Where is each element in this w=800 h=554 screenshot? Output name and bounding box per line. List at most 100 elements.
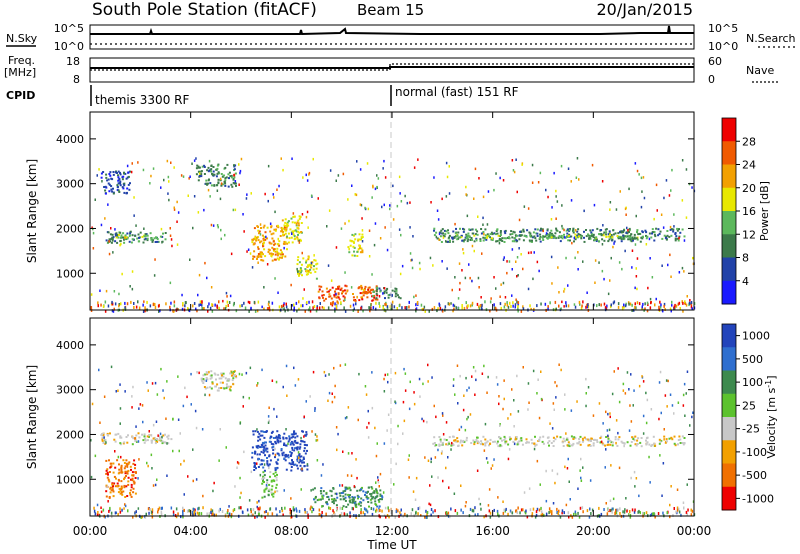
velocity-ground-cell: [430, 508, 433, 511]
velocity-ground-cell: [606, 512, 609, 516]
power-ground-cell: [574, 305, 577, 309]
velocity-ground-cell: [446, 512, 448, 516]
power-scatter-cell: [277, 291, 279, 294]
power-ground-cell: [512, 301, 514, 305]
velocity-region-cell: [332, 498, 335, 501]
power-region-cell: [624, 235, 627, 238]
power-ground-cell: [479, 304, 482, 308]
power-region-cell: [512, 230, 515, 233]
power-ground-cell: [582, 300, 584, 304]
power-region-cell: [490, 238, 493, 241]
power-region-cell: [627, 238, 630, 241]
velocity-region-cell: [344, 499, 347, 502]
velocity-scatter-cell: [646, 398, 649, 402]
velocity-ground-cell: [540, 506, 542, 510]
velocity-region-cell: [134, 467, 136, 470]
power-ground-cell: [688, 301, 691, 305]
power-region-cell: [273, 258, 276, 261]
power-region-cell: [210, 168, 213, 171]
power-region-cell: [305, 261, 307, 264]
power-ground-cell: [408, 300, 410, 304]
velocity-ground-cell: [558, 509, 560, 513]
power-region-cell: [138, 236, 140, 239]
velocity-region-cell: [123, 486, 126, 489]
velocity-ground-cell: [334, 513, 336, 517]
velocity-region-cell: [257, 435, 260, 438]
velocity-scatter-cell: [154, 483, 157, 487]
velocity-ground-cell: [111, 515, 113, 519]
velocity-region-cell: [262, 459, 265, 462]
velocity-region-cell: [264, 454, 266, 457]
velocity-ground-cell: [680, 513, 682, 517]
velocity-scatter-cell: [309, 395, 311, 398]
power-scatter-cell: [653, 217, 655, 221]
power-region-cell: [318, 288, 321, 291]
velocity-region-cell: [550, 442, 553, 444]
power-scatter-cell: [660, 213, 663, 216]
velocity-ground-cell: [548, 507, 551, 511]
velocity-scatter-cell: [96, 503, 99, 507]
velocity-ground-cell: [275, 507, 277, 511]
velocity-region-cell: [268, 483, 271, 486]
velocity-scatter-cell: [156, 393, 159, 396]
power-scatter-cell: [583, 209, 585, 213]
velocity-scatter-cell: [580, 479, 583, 482]
power-scatter-cell: [533, 251, 535, 254]
power-region-cell: [397, 296, 400, 299]
power-region-cell: [283, 233, 286, 236]
velocity-region-cell: [475, 439, 478, 441]
velocity-ground-cell: [489, 511, 492, 515]
velocity-region-cell: [552, 440, 555, 443]
velocity-scatter-cell: [256, 384, 258, 387]
velocity-ground-cell: [362, 511, 365, 515]
power-scatter-cell: [212, 224, 215, 227]
power-ground-cell: [638, 302, 641, 306]
power-scatter-cell: [265, 235, 267, 239]
velocity-scatter-cell: [294, 384, 297, 387]
velocity-ground-cell: [526, 515, 529, 519]
velocity-region-cell: [677, 439, 680, 441]
power-region-cell: [572, 229, 575, 232]
velocity-scatter-cell: [367, 409, 369, 413]
velocity-ground-cell: [144, 515, 147, 519]
velocity-region-cell: [358, 502, 360, 505]
velocity-region-cell: [432, 442, 435, 445]
velocity-scatter-cell: [371, 512, 374, 516]
velocity-ground-cell: [226, 511, 229, 515]
power-ground-cell: [415, 303, 417, 307]
velocity-ground-cell: [651, 512, 653, 516]
power-region-cell: [257, 246, 259, 249]
power-region-cell: [256, 255, 259, 258]
velocity-scatter-cell: [691, 415, 693, 419]
power-region-cell: [271, 237, 274, 240]
velocity-region-cell: [258, 432, 261, 435]
power-region-cell: [539, 233, 542, 236]
velocity-ground-cell: [611, 510, 613, 514]
power-region-cell: [280, 230, 283, 233]
power-scatter-cell: [561, 224, 563, 228]
velocity-region-cell: [633, 439, 636, 442]
power-scatter-cell: [239, 169, 242, 173]
velocity-scatter-cell: [268, 406, 270, 409]
velocity-region-cell: [348, 486, 351, 489]
power-region-cell: [360, 236, 363, 239]
power-scatter-cell: [464, 276, 467, 280]
power-region-cell: [278, 244, 281, 247]
velocity-scatter-cell: [551, 469, 554, 472]
power-region-cell: [538, 237, 541, 240]
power-region-cell: [368, 290, 371, 293]
power-ground-cell: [369, 309, 371, 313]
velocity-ground-cell: [149, 508, 151, 511]
velocity-region-cell: [294, 439, 297, 442]
power-y-tick-label: 3000: [56, 178, 84, 191]
velocity-scatter-cell: [137, 507, 140, 510]
power-scatter-cell: [591, 163, 594, 167]
power-region-cell: [395, 289, 398, 292]
velocity-scatter-cell: [99, 421, 101, 424]
power-region-cell: [255, 239, 258, 242]
velocity-region-cell: [102, 441, 105, 444]
power-scatter-cell: [634, 286, 636, 290]
velocity-ground-cell: [117, 512, 119, 516]
power-region-cell: [351, 233, 354, 236]
power-region-cell: [674, 237, 677, 240]
